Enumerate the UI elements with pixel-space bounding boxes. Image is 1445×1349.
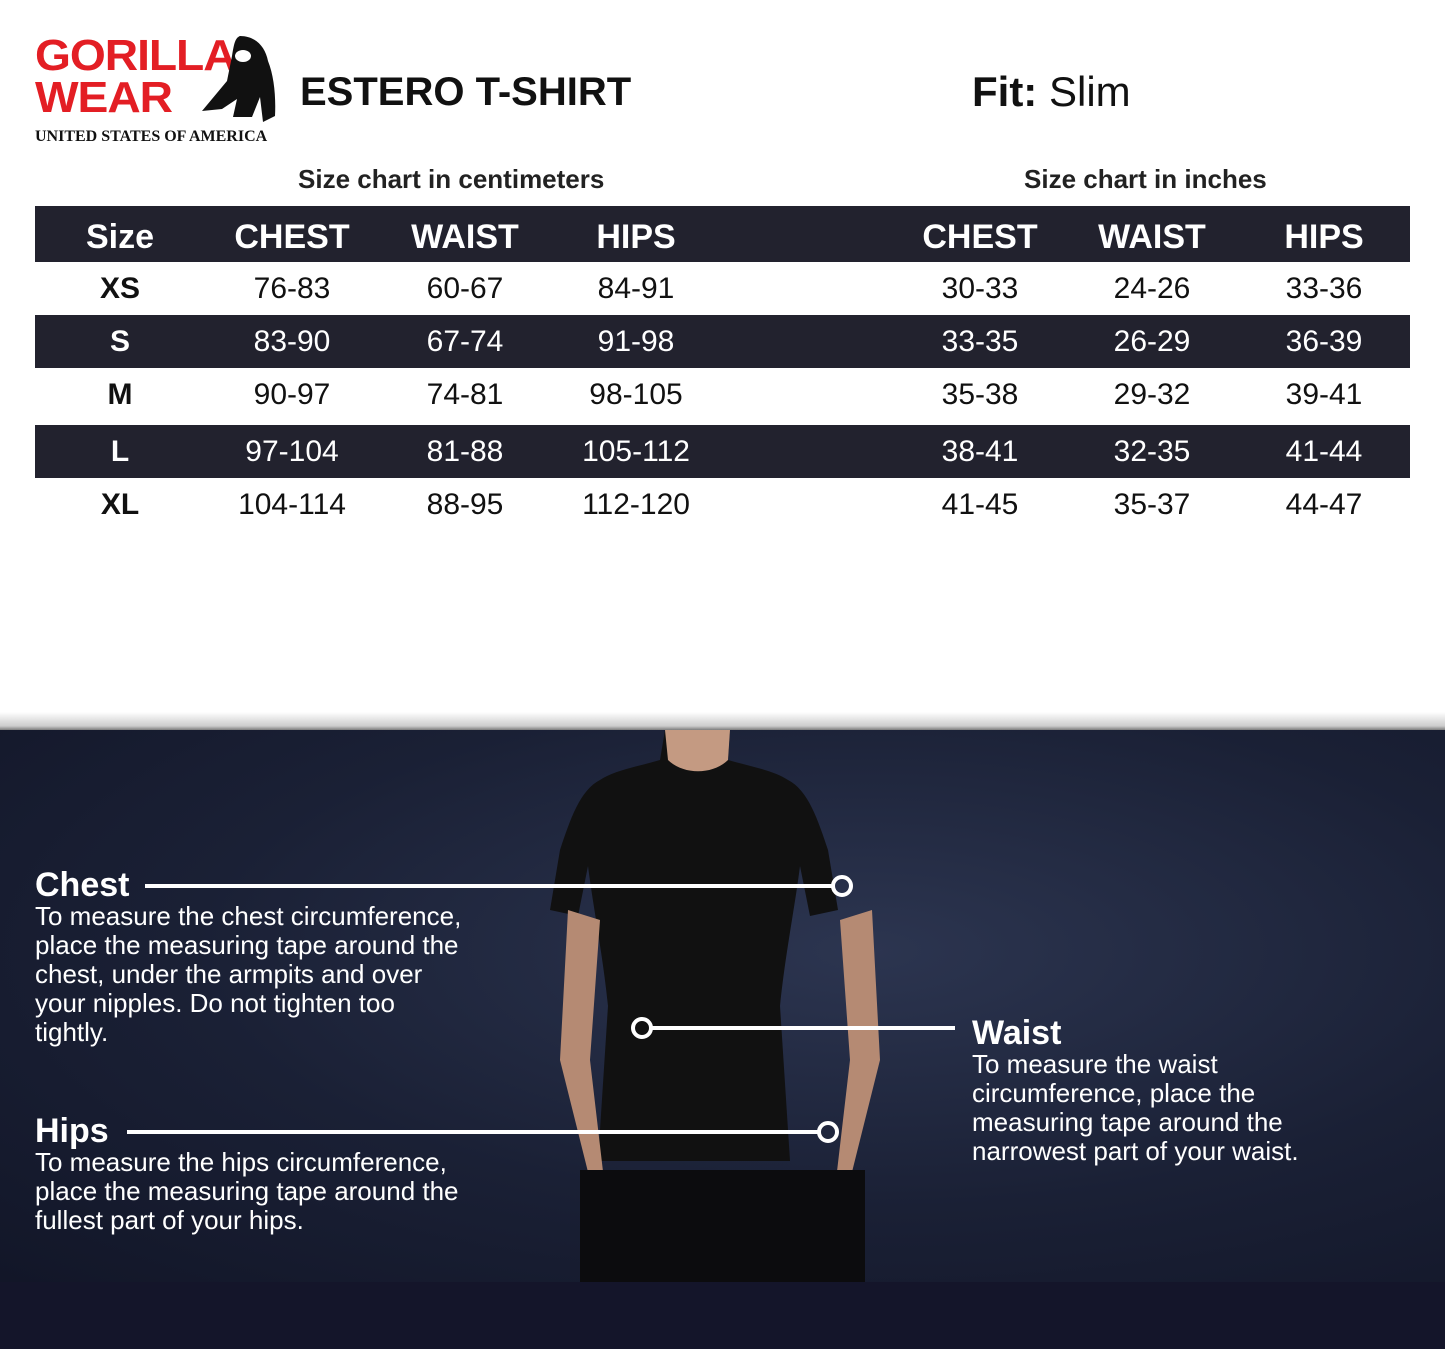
in-waist-cell: 35-37 xyxy=(1113,488,1191,521)
logo-text: WEAR xyxy=(35,73,173,122)
cm-hips-cell: 91-98 xyxy=(597,325,675,358)
chest-text: To measure the chest circumference, plac… xyxy=(35,901,462,1047)
measurement-guide: Chest To measure the chest circumference… xyxy=(0,730,1445,1282)
in-hips-cell: 41-44 xyxy=(1285,435,1363,468)
size-cell: XL xyxy=(100,488,140,521)
logo-text: GORILLA xyxy=(35,31,237,80)
size-cell: XS xyxy=(99,272,141,305)
fit-label: Fit: xyxy=(972,68,1038,115)
table-row: S 83-90 67-74 91-98 33-35 26-29 36-39 xyxy=(35,315,1410,368)
header-in-waist: WAIST xyxy=(1098,218,1206,256)
cm-hips-cell: 112-120 xyxy=(582,488,690,521)
cm-chest-cell: 97-104 xyxy=(245,435,339,468)
cm-hips-cell: 84-91 xyxy=(597,272,675,305)
chest-annotation: Chest To measure the chest circumference… xyxy=(35,868,475,1047)
cm-chest-cell: 104-114 xyxy=(238,488,346,521)
size-cell: S xyxy=(109,325,131,358)
table-header: Size CHEST WAIST HIPS CHEST WAIST HIPS xyxy=(35,206,1410,262)
brand-logo: GORILLA WEAR UNITED STATES OF AMERICA xyxy=(35,34,280,149)
in-waist-cell: 32-35 xyxy=(1113,435,1191,468)
fit-info: Fit: Slim xyxy=(972,68,1131,116)
cm-chest-cell: 76-83 xyxy=(253,272,331,305)
size-cell: L xyxy=(110,435,130,468)
table-row: M 90-97 74-81 98-105 35-38 29-32 39-41 xyxy=(35,368,1410,425)
measure-lines xyxy=(127,875,955,1143)
waist-annotation: Waist To measure the waist circumference… xyxy=(972,1016,1342,1166)
fit-value: Slim xyxy=(1048,68,1131,115)
table-row: XS 76-83 60-67 84-91 30-33 24-26 33-36 xyxy=(35,262,1410,315)
cm-waist-cell: 67-74 xyxy=(426,325,504,358)
header-size: Size xyxy=(85,218,155,256)
in-chest-cell: 35-38 xyxy=(941,378,1019,411)
waist-title: Waist xyxy=(972,1014,1062,1052)
inch-caption: Size chart in inches xyxy=(1024,164,1267,194)
header-in-chest: CHEST xyxy=(922,218,1038,256)
in-hips-cell: 44-47 xyxy=(1285,488,1363,521)
in-chest-cell: 33-35 xyxy=(941,325,1019,358)
in-waist-cell: 26-29 xyxy=(1113,325,1191,358)
table-row: L 97-104 81-88 105-112 38-41 32-35 41-44 xyxy=(35,425,1410,478)
in-hips-cell: 33-36 xyxy=(1285,272,1363,305)
cm-waist-cell: 81-88 xyxy=(426,435,504,468)
cm-caption: Size chart in centimeters xyxy=(298,164,605,194)
header-cm-hips: HIPS xyxy=(596,218,676,256)
model-figure xyxy=(550,730,880,1282)
hips-title: Hips xyxy=(35,1112,109,1150)
header-cm-chest: CHEST xyxy=(234,218,350,256)
chest-title: Chest xyxy=(35,866,130,904)
table-row: XL 104-114 88-95 112-120 41-45 35-37 44-47 xyxy=(35,478,1410,532)
cm-hips-cell: 98-105 xyxy=(589,378,683,411)
in-chest-cell: 38-41 xyxy=(941,435,1019,468)
cm-waist-cell: 60-67 xyxy=(426,272,504,305)
in-waist-cell: 29-32 xyxy=(1113,378,1191,411)
divider xyxy=(0,712,1445,732)
cm-chest-cell: 90-97 xyxy=(253,378,331,411)
in-hips-cell: 36-39 xyxy=(1285,325,1363,358)
cm-hips-cell: 105-112 xyxy=(582,435,690,468)
waist-text: To measure the waist circumference, plac… xyxy=(972,1049,1299,1166)
footer-band xyxy=(0,1282,1445,1349)
in-waist-cell: 24-26 xyxy=(1113,272,1191,305)
in-chest-cell: 30-33 xyxy=(941,272,1019,305)
in-hips-cell: 39-41 xyxy=(1285,378,1363,411)
hips-annotation: Hips To measure the hips circumference, … xyxy=(35,1114,475,1235)
gorilla-icon xyxy=(202,36,276,122)
cm-waist-cell: 88-95 xyxy=(426,488,504,521)
header-in-hips: HIPS xyxy=(1284,218,1364,256)
size-cell: M xyxy=(107,378,133,411)
logo-subtitle: UNITED STATES OF AMERICA xyxy=(35,128,268,145)
hips-text: To measure the hips circumference, place… xyxy=(35,1147,459,1235)
cm-waist-cell: 74-81 xyxy=(426,378,504,411)
product-title: ESTERO T-SHIRT xyxy=(300,70,632,114)
header-cm-waist: WAIST xyxy=(411,218,519,256)
in-chest-cell: 41-45 xyxy=(941,488,1019,521)
cm-chest-cell: 83-90 xyxy=(253,325,331,358)
